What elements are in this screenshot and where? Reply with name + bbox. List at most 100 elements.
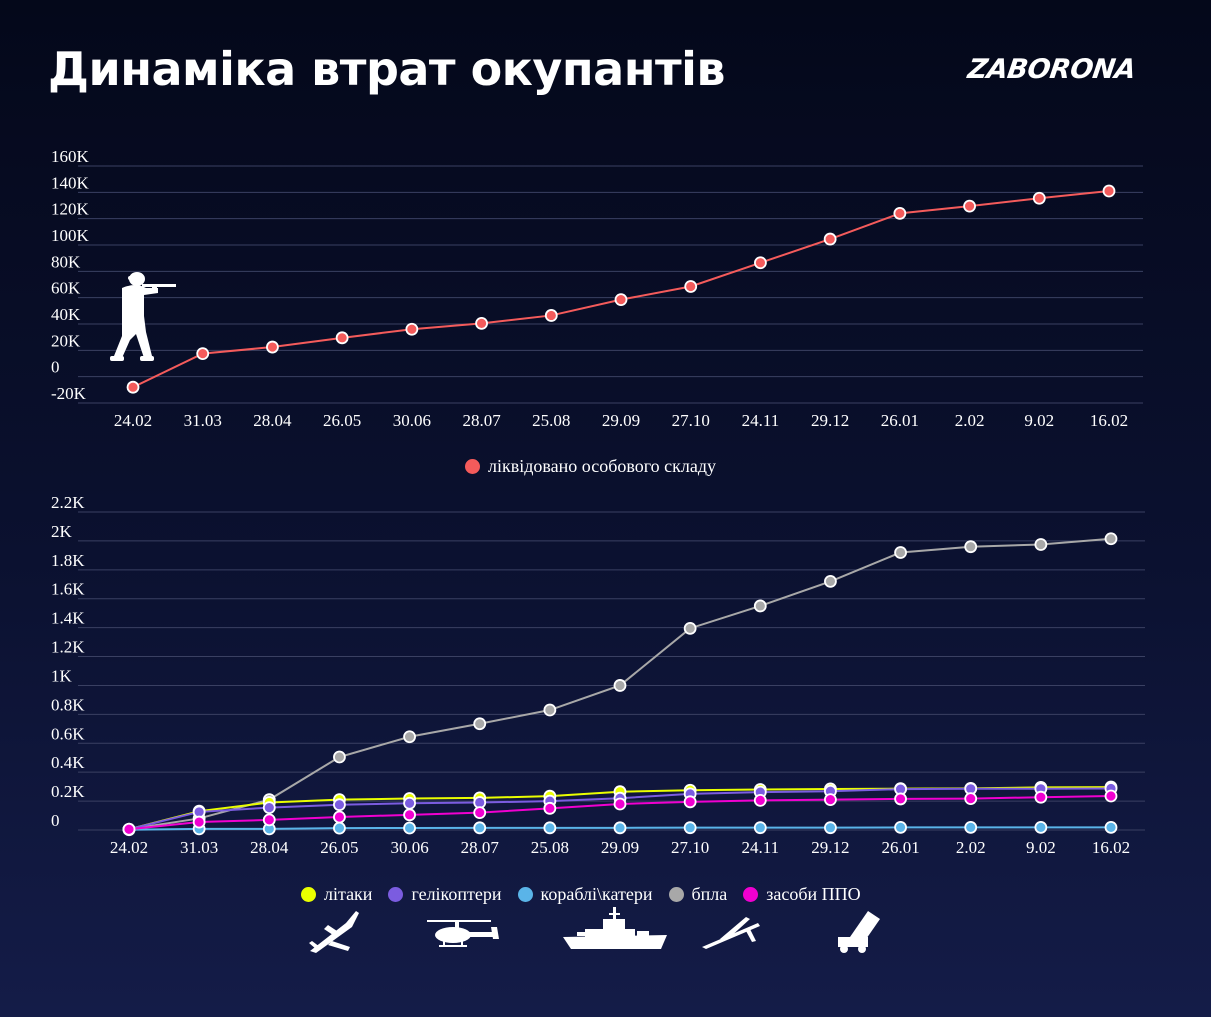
legend-item-personnel: ліквідовано особового складу (465, 456, 716, 477)
y-tick-label: 100K (51, 226, 90, 245)
legend-item-helicopters: гелікоптери (388, 884, 502, 905)
data-point (333, 821, 346, 835)
data-point (614, 293, 628, 307)
x-tick-label: 16.02 (1092, 838, 1130, 857)
legend-item-aircraft: літаки (301, 884, 372, 905)
y-tick-label: -20K (51, 384, 87, 403)
y-tick-label: 1.2K (51, 638, 85, 657)
data-point (894, 792, 907, 806)
x-tick-label: 28.04 (253, 411, 292, 430)
data-point (475, 316, 488, 330)
data-point (403, 796, 416, 810)
data-point (683, 821, 697, 835)
data-point (683, 621, 697, 635)
x-tick-label: 27.10 (672, 411, 710, 430)
data-point (824, 821, 837, 835)
data-point (894, 546, 907, 559)
data-point (613, 679, 627, 692)
x-tick-label: 24.02 (114, 411, 152, 430)
x-tick-label: 31.03 (184, 411, 222, 430)
equipment-icons (0, 905, 1211, 965)
drone-icon (702, 917, 760, 949)
legend-item-air-defense: засоби ППО (743, 884, 861, 905)
y-tick-label: 60K (51, 279, 81, 298)
data-point (333, 798, 346, 812)
y-tick-label: 140K (51, 173, 90, 192)
y-tick-label: 0 (51, 811, 60, 830)
data-point (122, 822, 136, 836)
data-point (333, 750, 346, 764)
personnel-legend: ліквідовано особового складу (465, 456, 716, 477)
equipment-legend: літаки гелікоптери кораблі\катери бпла з… (301, 884, 861, 905)
legend-label-aircraft: літаки (324, 884, 373, 904)
data-point (1034, 820, 1048, 834)
aircraft-icon (309, 911, 359, 953)
x-tick-label: 29.12 (811, 411, 849, 430)
data-point (1032, 191, 1046, 205)
data-point (335, 331, 349, 345)
data-point (543, 821, 557, 835)
x-tick-label: 25.08 (532, 411, 570, 430)
data-point (543, 801, 557, 815)
x-tick-label: 2.02 (956, 838, 986, 857)
x-tick-label: 26.05 (323, 411, 361, 430)
y-tick-label: 1.8K (51, 551, 85, 570)
x-tick-label: 26.05 (320, 838, 358, 857)
data-point (684, 280, 698, 293)
helicopter-icon (427, 920, 499, 947)
y-tick-label: 0.4K (51, 753, 85, 772)
data-point (1104, 532, 1118, 546)
legend-dot-ships (517, 887, 533, 902)
x-tick-label: 26.01 (881, 411, 919, 430)
data-point (126, 380, 140, 394)
legend-item-drones: бпла (668, 884, 727, 905)
y-tick-label: 20K (51, 331, 81, 350)
data-point (1034, 538, 1048, 551)
page-title: Динаміка втрат окупантів (48, 42, 726, 96)
y-tick-label: 1.4K (51, 609, 85, 628)
data-point (964, 792, 978, 806)
data-point (266, 340, 279, 354)
data-point (333, 810, 346, 824)
data-point (963, 199, 976, 213)
legend-label-helicopters: гелікоптери (411, 884, 502, 904)
data-point (893, 206, 907, 220)
x-tick-label: 16.02 (1090, 411, 1128, 430)
x-tick-label: 29.09 (601, 838, 639, 857)
y-tick-label: 80K (51, 252, 81, 271)
data-point (1102, 184, 1116, 198)
legend-label-air-defense: засоби ППО (766, 884, 861, 904)
soldier-icon (110, 272, 176, 361)
equipment-chart: 2.2K 2K 1.8K 1.6K 1.4K 1.2K 1K 0.8K 0.6K 0.4K 0.2K… (51, 493, 1145, 857)
data-point (683, 795, 697, 809)
data-point (613, 797, 627, 811)
y-tick-label: 1.6K (51, 580, 85, 599)
data-point (262, 813, 276, 827)
data-point (473, 821, 487, 835)
data-point (753, 793, 767, 807)
x-tick-label: 28.04 (250, 838, 289, 857)
data-point (473, 806, 487, 820)
data-point (473, 717, 487, 731)
data-point (753, 599, 767, 613)
data-point (753, 821, 767, 835)
y-tick-label: 0 (51, 358, 60, 377)
x-tick-label: 2.02 (955, 411, 985, 430)
legend-label-ships: кораблі\катери (540, 884, 653, 904)
data-point (405, 322, 419, 336)
x-tick-label: 31.03 (180, 838, 218, 857)
y-tick-label: 0.2K (51, 782, 85, 801)
x-tick-label: 29.12 (811, 838, 849, 857)
y-tick-label: 1K (51, 666, 73, 685)
y-tick-label: 2K (51, 522, 73, 541)
data-point (1034, 790, 1048, 804)
y-tick-label: 2.2K (51, 493, 85, 512)
data-point (543, 703, 557, 717)
data-point (403, 808, 416, 822)
legend-dot-personnel (465, 459, 480, 474)
air-defense-icon (838, 911, 880, 953)
x-tick-label: 24.11 (742, 411, 780, 430)
y-tick-label: 0.6K (51, 724, 85, 743)
x-tick-label: 28.07 (462, 411, 501, 430)
legend-dot-helicopters (388, 887, 404, 902)
